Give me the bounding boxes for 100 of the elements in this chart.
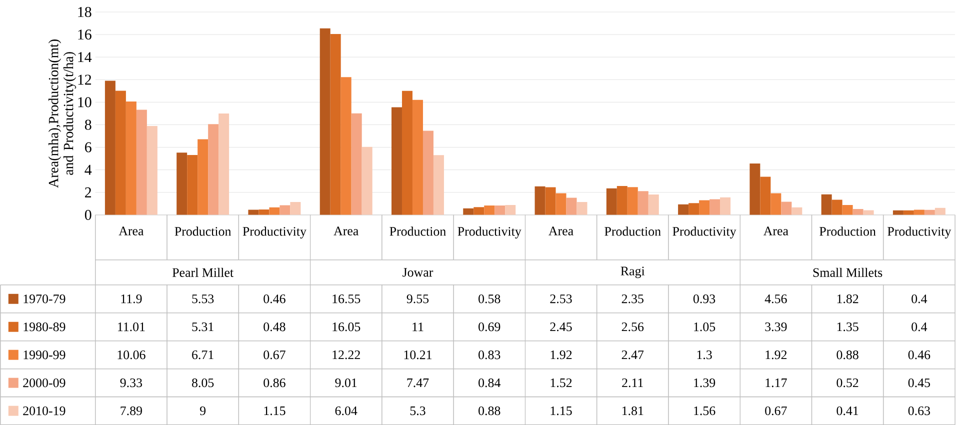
data-label: 0.67 bbox=[264, 350, 286, 360]
data-label: 1.92 bbox=[550, 350, 572, 360]
text: Ragi bbox=[620, 266, 645, 278]
bar bbox=[494, 205, 506, 215]
data-label: 1.39 bbox=[694, 378, 716, 388]
bar bbox=[616, 186, 628, 215]
data-label: 6.04 bbox=[335, 406, 358, 416]
data-label: 9.55 bbox=[406, 294, 429, 304]
y-tick-label: 12 bbox=[78, 74, 92, 84]
data-label: 9.33 bbox=[120, 378, 142, 388]
x-tick-label: Productivity bbox=[458, 226, 522, 238]
y-tick-label: 18 bbox=[78, 6, 92, 17]
data-label: 1.3 bbox=[697, 350, 712, 360]
bar bbox=[330, 34, 341, 215]
bar bbox=[678, 204, 689, 215]
data-label: 0.58 bbox=[478, 294, 500, 304]
data-label: 1.52 bbox=[550, 378, 572, 388]
y-tick-label: 6 bbox=[85, 142, 92, 152]
bar bbox=[146, 126, 158, 215]
data-label: 0.52 bbox=[836, 378, 858, 388]
y-tick-label: 16 bbox=[78, 29, 92, 40]
bar bbox=[688, 202, 700, 215]
bar bbox=[422, 130, 434, 215]
data-label: 9 bbox=[200, 406, 206, 416]
data-label: 0.4 bbox=[912, 322, 928, 332]
x-tick-label: Area bbox=[118, 226, 144, 236]
data-label: 16.55 bbox=[332, 294, 360, 304]
y-tick-label: 10 bbox=[78, 97, 92, 108]
text: Jowar bbox=[402, 268, 434, 277]
bar bbox=[638, 191, 648, 215]
y-tick-label: 0 bbox=[84, 210, 92, 220]
data-label: 10.06 bbox=[118, 350, 146, 360]
bar bbox=[280, 205, 290, 215]
bar bbox=[545, 187, 556, 215]
bar bbox=[934, 208, 946, 215]
legend-label: 2000-09 bbox=[23, 378, 66, 388]
bar bbox=[606, 188, 617, 215]
bar bbox=[136, 110, 147, 215]
data-label: 2.35 bbox=[622, 294, 644, 304]
data-label: 7.47 bbox=[407, 378, 429, 388]
data-label: 16.05 bbox=[332, 322, 360, 332]
data-label: 2.11 bbox=[622, 378, 643, 388]
text: Pearl Millet bbox=[172, 268, 234, 277]
data-label: 0.46 bbox=[264, 294, 286, 304]
y-tick-label: 2 bbox=[85, 187, 92, 198]
data-label: 2.53 bbox=[550, 294, 572, 304]
data-label: 1.56 bbox=[694, 406, 716, 416]
data-label: 6.71 bbox=[192, 350, 214, 360]
bar bbox=[412, 100, 423, 215]
data-label: 1.17 bbox=[766, 378, 787, 388]
data-label: 0.67 bbox=[765, 406, 787, 416]
data-label: 0.48 bbox=[264, 322, 286, 332]
data-label: 1.81 bbox=[622, 406, 644, 416]
bar bbox=[710, 199, 720, 215]
data-label: 0.88 bbox=[478, 406, 500, 416]
bar bbox=[770, 193, 782, 215]
bar bbox=[463, 208, 474, 215]
x-tick-label: Productivity bbox=[888, 226, 952, 238]
data-label: 2.56 bbox=[622, 322, 644, 332]
bar bbox=[258, 209, 270, 215]
bar bbox=[351, 113, 362, 215]
x-tick-label: Productivity bbox=[242, 226, 306, 238]
bar bbox=[433, 155, 444, 215]
y-tick-label: 4 bbox=[84, 164, 92, 175]
x-tick-label: Area bbox=[334, 226, 359, 236]
bar bbox=[534, 186, 546, 215]
data-label: 0.63 bbox=[908, 406, 930, 416]
bar bbox=[126, 101, 136, 215]
data-label: 0.86 bbox=[264, 378, 286, 388]
text: Small Millets bbox=[813, 268, 882, 277]
x-tick-label: Production bbox=[820, 226, 876, 236]
bar bbox=[474, 207, 484, 215]
bar bbox=[176, 152, 188, 215]
data-label: 8.05 bbox=[192, 378, 214, 388]
data-label: 11 bbox=[412, 322, 424, 332]
bar bbox=[208, 124, 219, 215]
legend-label: 1990-99 bbox=[24, 350, 66, 360]
bar bbox=[792, 207, 802, 215]
x-tick-label: Area bbox=[548, 226, 574, 236]
data-label: 11.01 bbox=[118, 322, 145, 332]
bar bbox=[187, 154, 198, 215]
bar bbox=[340, 77, 352, 215]
data-label: 7.89 bbox=[120, 406, 142, 416]
data-label: 2.45 bbox=[550, 322, 572, 332]
data-label: 0.88 bbox=[836, 350, 858, 360]
data-label: 2.47 bbox=[622, 350, 644, 360]
bar bbox=[781, 202, 792, 215]
data-label: 0.46 bbox=[908, 350, 930, 360]
x-tick-label: Production bbox=[604, 226, 661, 236]
data-label: 1.82 bbox=[837, 294, 858, 304]
data-label: 1.15 bbox=[550, 406, 572, 416]
bar bbox=[750, 163, 760, 215]
bar bbox=[821, 194, 832, 215]
bar bbox=[290, 202, 301, 215]
bar bbox=[556, 193, 566, 215]
bar bbox=[484, 205, 495, 215]
y-tick-label: 14 bbox=[78, 52, 92, 62]
x-tick-label: Area bbox=[763, 226, 788, 236]
x-tick-label: Productivity bbox=[672, 226, 736, 238]
data-label: 4.56 bbox=[764, 294, 787, 304]
